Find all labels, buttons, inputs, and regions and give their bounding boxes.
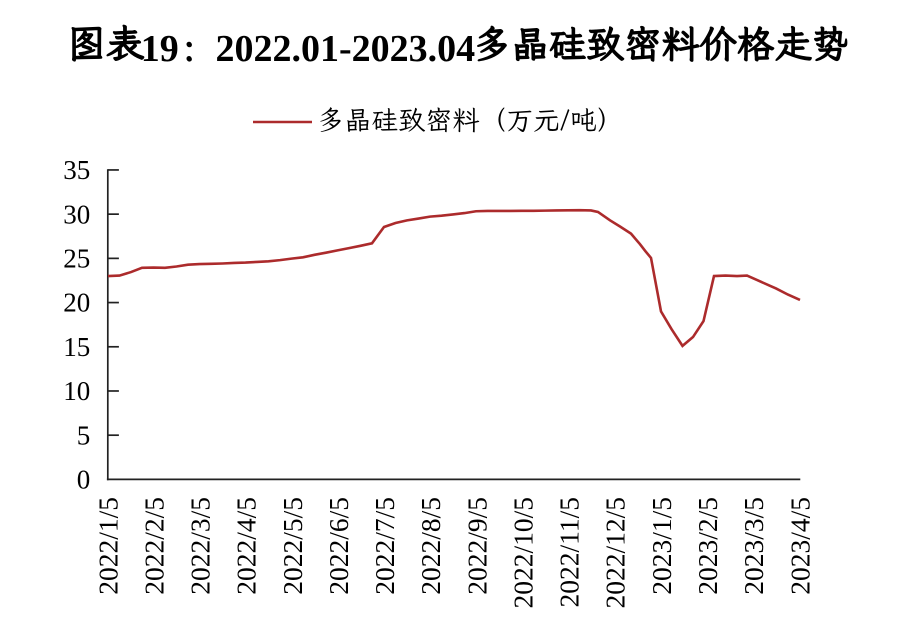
svg-text:2022/10/5: 2022/10/5 <box>507 497 538 609</box>
svg-text:15: 15 <box>63 332 90 362</box>
svg-text:20: 20 <box>63 288 90 318</box>
svg-text:19: 19 <box>141 28 179 70</box>
svg-text:2023/3/5: 2023/3/5 <box>738 497 769 595</box>
svg-text:2022/1/5: 2022/1/5 <box>92 497 123 595</box>
svg-text:2022.01-2023.04: 2022.01-2023.04 <box>216 28 476 70</box>
svg-text:2022/9/5: 2022/9/5 <box>461 497 492 595</box>
svg-text:2022/3/5: 2022/3/5 <box>185 497 216 595</box>
svg-text:2023/2/5: 2023/2/5 <box>692 497 723 595</box>
svg-text:25: 25 <box>63 243 90 273</box>
svg-text:2022/8/5: 2022/8/5 <box>415 497 446 595</box>
svg-text:2022/12/5: 2022/12/5 <box>600 497 631 609</box>
svg-text:2023/1/5: 2023/1/5 <box>646 497 677 595</box>
svg-text:2023/4/5: 2023/4/5 <box>784 497 815 595</box>
svg-text:2022/11/5: 2022/11/5 <box>554 497 585 608</box>
svg-text:35: 35 <box>63 155 90 185</box>
svg-text:2022/2/5: 2022/2/5 <box>138 497 169 595</box>
svg-text:2022/5/5: 2022/5/5 <box>277 497 308 595</box>
svg-text:2022/4/5: 2022/4/5 <box>231 497 262 595</box>
svg-text:2022/7/5: 2022/7/5 <box>369 497 400 595</box>
svg-text:10: 10 <box>63 376 90 406</box>
svg-text:0: 0 <box>77 465 91 495</box>
svg-text:5: 5 <box>77 420 91 450</box>
svg-text:2022/6/5: 2022/6/5 <box>323 497 354 595</box>
svg-text:30: 30 <box>63 199 90 229</box>
